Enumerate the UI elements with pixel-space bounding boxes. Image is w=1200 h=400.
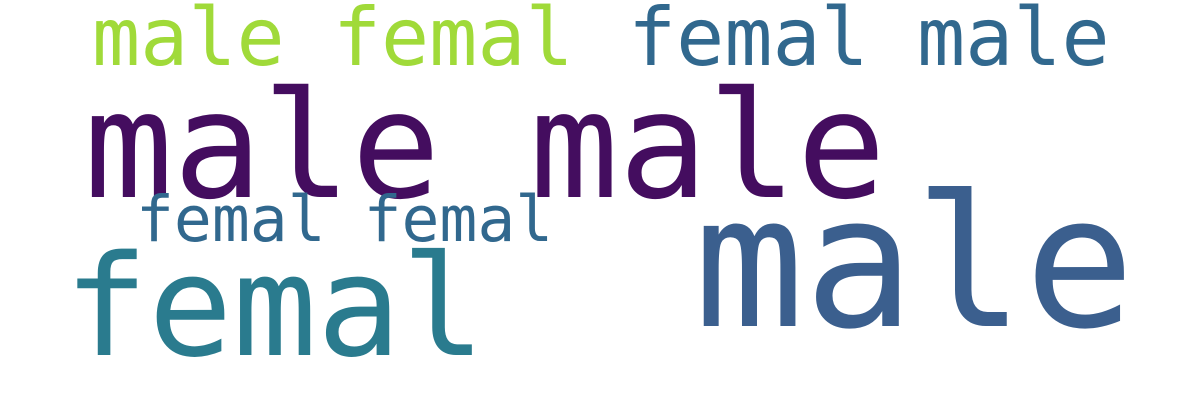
- word-femal-femal: femal femal: [136, 183, 554, 256]
- word-femal-male: femal male: [628, 0, 1110, 84]
- word-femal: femal: [64, 226, 486, 389]
- word-male-male: male male: [84, 60, 886, 232]
- word-male: male: [694, 157, 1135, 370]
- word-male-femal: male femal: [92, 0, 574, 84]
